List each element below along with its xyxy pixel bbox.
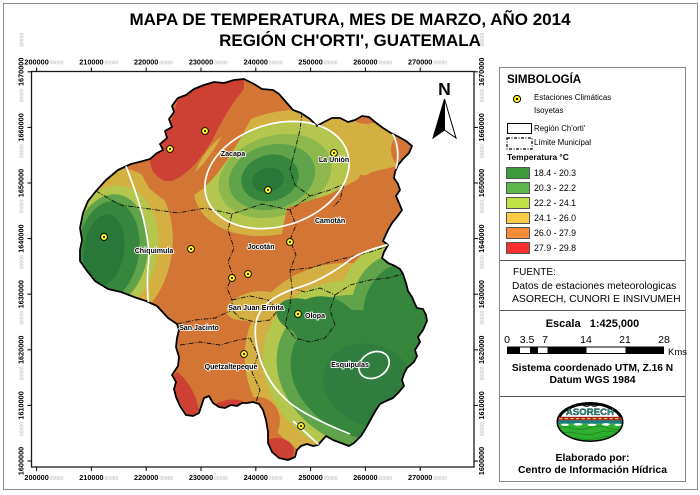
svg-text:00000: 00000 — [269, 61, 283, 67]
svg-text:00000: 00000 — [378, 476, 392, 482]
svg-text:260000: 260000 — [353, 473, 377, 482]
svg-text:00000: 00000 — [324, 61, 338, 67]
svg-text:1620000: 1620000 — [17, 336, 26, 364]
svg-text:1620000: 1620000 — [477, 336, 486, 364]
svg-text:San Jacinto: San Jacinto — [179, 324, 219, 332]
svg-text:00000: 00000 — [20, 144, 26, 158]
svg-text:00000: 00000 — [480, 255, 486, 269]
svg-text:1610000: 1610000 — [17, 391, 26, 419]
svg-text:1600000: 1600000 — [17, 447, 26, 475]
svg-text:00000: 00000 — [480, 422, 486, 436]
svg-text:00000: 00000 — [104, 476, 118, 482]
svg-text:1630000: 1630000 — [17, 280, 26, 308]
svg-text:210000: 210000 — [79, 58, 103, 67]
svg-text:28: 28 — [658, 334, 670, 346]
svg-text:1660000: 1660000 — [477, 113, 486, 141]
svg-text:00000: 00000 — [20, 422, 26, 436]
svg-text:00000: 00000 — [378, 61, 392, 67]
svg-text:Kms: Kms — [668, 347, 687, 358]
svg-text:1640000: 1640000 — [477, 224, 486, 252]
svg-text:00000: 00000 — [480, 88, 486, 102]
svg-text:N: N — [438, 79, 451, 99]
svg-text:21: 21 — [619, 334, 631, 346]
svg-text:San Juan Ermita: San Juan Ermita — [228, 304, 284, 312]
svg-text:200000: 200000 — [24, 473, 48, 482]
svg-text:1650000: 1650000 — [17, 169, 26, 197]
svg-text:1650000: 1650000 — [477, 169, 486, 197]
svg-text:Zacapa: Zacapa — [221, 150, 246, 158]
svg-text:260000: 260000 — [353, 58, 377, 67]
svg-text:00000: 00000 — [159, 476, 173, 482]
svg-text:270000: 270000 — [408, 58, 432, 67]
svg-text:200000: 200000 — [24, 58, 48, 67]
svg-text:210000: 210000 — [79, 473, 103, 482]
svg-text:1600000: 1600000 — [477, 447, 486, 475]
svg-text:Olopa: Olopa — [305, 312, 325, 320]
svg-text:00000: 00000 — [104, 61, 118, 67]
svg-text:La Unión: La Unión — [319, 156, 349, 164]
svg-text:ASORECH: ASORECH — [566, 407, 614, 418]
svg-text:00000: 00000 — [20, 33, 26, 47]
svg-text:00000: 00000 — [50, 476, 64, 482]
svg-text:1670000: 1670000 — [477, 58, 486, 86]
svg-text:00000: 00000 — [214, 61, 228, 67]
svg-text:1610000: 1610000 — [477, 391, 486, 419]
svg-text:00000: 00000 — [433, 476, 447, 482]
svg-text:00000: 00000 — [20, 255, 26, 269]
svg-text:00000: 00000 — [433, 61, 447, 67]
svg-text:Esquipulas: Esquipulas — [331, 361, 369, 369]
svg-text:220000: 220000 — [134, 58, 158, 67]
svg-text:00000: 00000 — [214, 476, 228, 482]
svg-text:00000: 00000 — [480, 366, 486, 380]
svg-text:0: 0 — [504, 334, 510, 346]
svg-text:Quetzaltepeque: Quetzaltepeque — [205, 363, 258, 371]
svg-text:7: 7 — [542, 334, 548, 346]
svg-text:Jocotán: Jocotán — [247, 243, 274, 251]
svg-text:1670000: 1670000 — [17, 58, 26, 86]
svg-text:240000: 240000 — [244, 58, 268, 67]
svg-text:00000: 00000 — [159, 61, 173, 67]
svg-text:1640000: 1640000 — [17, 224, 26, 252]
svg-text:14: 14 — [580, 334, 592, 346]
svg-text:Camotán: Camotán — [315, 217, 345, 225]
svg-text:00000: 00000 — [480, 144, 486, 158]
svg-text:00000: 00000 — [480, 33, 486, 47]
svg-text:1630000: 1630000 — [477, 280, 486, 308]
svg-text:00000: 00000 — [324, 476, 338, 482]
svg-text:240000: 240000 — [244, 473, 268, 482]
svg-text:00000: 00000 — [20, 199, 26, 213]
svg-text:230000: 230000 — [189, 58, 213, 67]
svg-text:00000: 00000 — [50, 61, 64, 67]
svg-text:00000: 00000 — [480, 311, 486, 325]
svg-text:3.5: 3.5 — [520, 334, 535, 346]
svg-text:00000: 00000 — [20, 366, 26, 380]
svg-text:00000: 00000 — [269, 476, 283, 482]
svg-text:00000: 00000 — [20, 311, 26, 325]
svg-text:250000: 250000 — [298, 58, 322, 67]
svg-text:00000: 00000 — [20, 88, 26, 102]
svg-text:1660000: 1660000 — [17, 113, 26, 141]
svg-text:230000: 230000 — [189, 473, 213, 482]
svg-text:270000: 270000 — [408, 473, 432, 482]
svg-text:220000: 220000 — [134, 473, 158, 482]
svg-text:250000: 250000 — [298, 473, 322, 482]
svg-text:Chiquimula: Chiquimula — [135, 247, 174, 255]
svg-text:00000: 00000 — [480, 199, 486, 213]
